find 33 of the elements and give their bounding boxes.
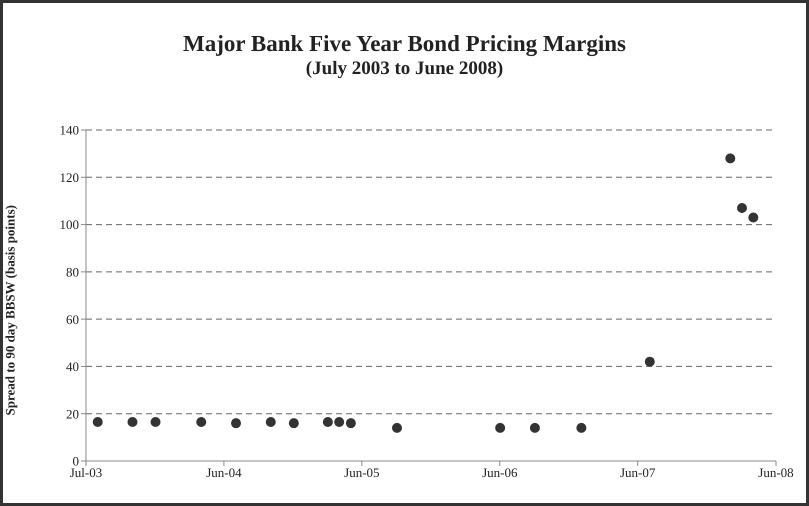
point: [530, 422, 540, 433]
y-tick-label: 80: [66, 264, 79, 280]
point: [346, 418, 356, 428]
point: [334, 416, 344, 427]
point: [266, 416, 276, 427]
point: [644, 356, 655, 367]
point: [288, 418, 299, 428]
point: [231, 418, 242, 428]
x-tick-label: Jun-07: [620, 465, 656, 480]
y-tick-label: 20: [66, 406, 79, 422]
point: [725, 153, 736, 164]
point: [576, 422, 586, 433]
point: [748, 212, 758, 222]
point: [392, 422, 402, 433]
x-tick-label: Jun-04: [206, 465, 242, 480]
point: [322, 416, 333, 427]
y-tick-label: 100: [60, 217, 79, 232]
x-tick-label: Jun-08: [758, 465, 794, 480]
y-axis-title: Spread to 90 day BBSW (basis points): [2, 205, 18, 416]
point: [150, 416, 161, 427]
point: [196, 416, 206, 427]
chart-title: Major Bank Five Year Bond Pricing Margins: [182, 31, 627, 57]
y-tick-label: 40: [66, 359, 79, 374]
point: [495, 422, 506, 433]
y-tick-label: 120: [60, 170, 79, 185]
x-tick-label: Jun-06: [482, 465, 518, 480]
point: [92, 416, 103, 427]
chart-subtitle: (July 2003 to June 2008): [304, 58, 504, 80]
x-tick-label: Jun-05: [344, 465, 380, 480]
y-tick-label: 140: [60, 122, 79, 138]
point: [127, 416, 138, 427]
point: [736, 203, 747, 214]
y-tick-label: 60: [66, 312, 79, 327]
